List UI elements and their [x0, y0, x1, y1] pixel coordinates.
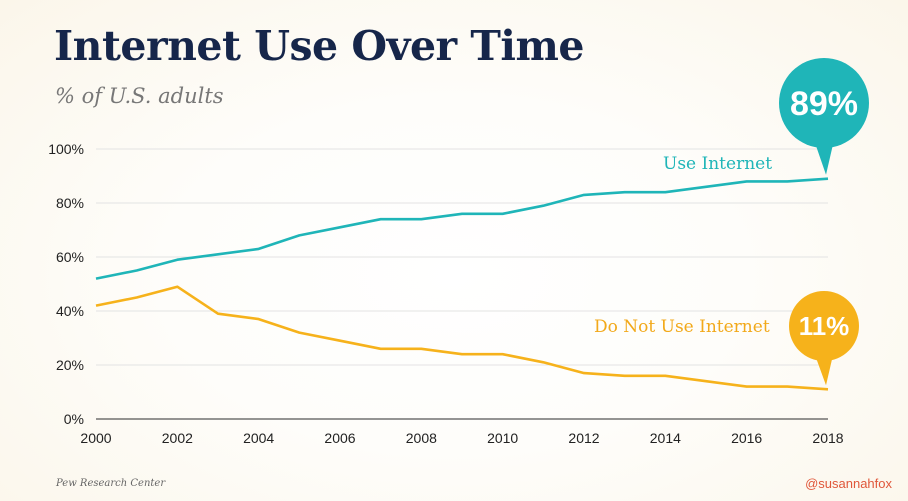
x-tick-label: 2008	[406, 430, 437, 446]
chart-subtitle: % of U.S. adults	[55, 84, 224, 108]
callout-value-do-not-use-internet: 11%	[799, 311, 850, 341]
x-tick-label: 2006	[324, 430, 355, 446]
source-credit: Pew Research Center	[56, 478, 166, 489]
series-label-do-not-use-internet: Do Not Use Internet	[594, 317, 770, 337]
x-tick-label: 2002	[162, 430, 193, 446]
gridlines	[96, 148, 828, 420]
x-tick-label: 2016	[731, 430, 762, 446]
callout-bubble-do-not-use-internet	[789, 291, 859, 361]
y-tick-label: 0%	[64, 411, 84, 427]
x-tick-label: 2000	[80, 430, 111, 446]
x-axis-ticks: 2000 2002 2004 2006 2008 2010 2012 2014 2016 2018	[80, 430, 843, 446]
series-labels: Use Internet Do Not Use Internet	[594, 154, 772, 337]
author-handle[interactable]: @susannahfox	[805, 476, 892, 491]
x-tick-label: 2014	[650, 430, 681, 446]
x-tick-label: 2018	[812, 430, 843, 446]
series-label-use-internet: Use Internet	[663, 154, 772, 174]
x-tick-label: 2004	[243, 430, 274, 446]
callout-value-use-internet: 89%	[790, 85, 858, 123]
chart-title: Internet Use Over Time	[54, 22, 584, 70]
y-tick-label: 60%	[56, 249, 84, 265]
callout-bubble-use-internet	[779, 58, 869, 148]
callout-pointer-use-internet	[814, 140, 834, 175]
y-axis-ticks: 0% 20% 40% 60% 80% 100%	[48, 141, 84, 427]
x-tick-label: 2012	[568, 430, 599, 446]
y-tick-label: 80%	[56, 195, 84, 211]
y-tick-label: 40%	[56, 303, 84, 319]
y-tick-label: 100%	[48, 141, 84, 157]
do-not-use-internet-line	[95, 285, 829, 391]
series-lines	[95, 177, 829, 391]
callout-pointer-do-not-use-internet	[815, 355, 833, 386]
use-internet-line	[95, 177, 829, 280]
y-tick-label: 20%	[56, 357, 84, 373]
callout-bubbles: 89% 11%	[779, 58, 869, 386]
x-tick-label: 2010	[487, 430, 518, 446]
